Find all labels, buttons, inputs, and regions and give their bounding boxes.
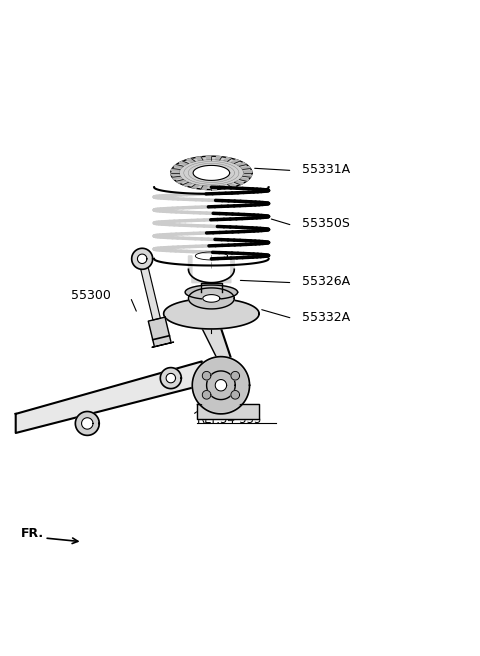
Polygon shape: [202, 328, 230, 357]
Polygon shape: [201, 283, 222, 292]
Polygon shape: [166, 373, 176, 383]
Text: 55332A: 55332A: [302, 310, 350, 323]
Polygon shape: [206, 156, 211, 159]
Polygon shape: [240, 178, 249, 181]
Polygon shape: [132, 249, 153, 270]
Polygon shape: [189, 256, 234, 283]
Polygon shape: [176, 180, 186, 183]
Polygon shape: [211, 186, 216, 190]
Polygon shape: [234, 181, 243, 185]
Polygon shape: [191, 184, 199, 188]
Polygon shape: [220, 185, 227, 189]
Polygon shape: [231, 159, 240, 163]
Text: 55331A: 55331A: [302, 163, 350, 176]
Polygon shape: [241, 167, 251, 169]
Polygon shape: [179, 161, 189, 165]
Text: 55326A: 55326A: [302, 275, 350, 288]
Text: 55350S: 55350S: [302, 218, 350, 230]
Polygon shape: [138, 258, 160, 320]
Polygon shape: [202, 390, 211, 399]
Polygon shape: [137, 254, 147, 264]
Polygon shape: [237, 163, 247, 166]
Polygon shape: [174, 165, 183, 168]
Polygon shape: [216, 156, 222, 160]
Polygon shape: [82, 418, 93, 429]
Text: 55300: 55300: [71, 289, 110, 302]
Polygon shape: [187, 159, 195, 162]
Polygon shape: [224, 157, 232, 161]
Polygon shape: [171, 169, 180, 171]
Polygon shape: [231, 390, 240, 399]
Polygon shape: [196, 157, 203, 161]
Polygon shape: [189, 288, 234, 309]
Polygon shape: [203, 295, 220, 302]
Polygon shape: [171, 173, 179, 175]
Polygon shape: [201, 186, 207, 190]
Polygon shape: [172, 176, 181, 179]
Polygon shape: [197, 404, 259, 419]
Polygon shape: [148, 317, 171, 347]
Polygon shape: [195, 359, 247, 411]
Polygon shape: [171, 156, 252, 190]
Text: FR.: FR.: [21, 527, 44, 540]
Polygon shape: [75, 411, 99, 436]
Polygon shape: [215, 380, 227, 391]
Polygon shape: [243, 171, 252, 173]
Polygon shape: [231, 371, 240, 380]
Polygon shape: [193, 165, 229, 180]
Polygon shape: [164, 298, 259, 329]
Polygon shape: [243, 174, 252, 177]
Polygon shape: [192, 357, 250, 414]
Polygon shape: [183, 182, 192, 186]
Polygon shape: [206, 371, 235, 400]
Polygon shape: [228, 184, 236, 188]
Polygon shape: [202, 371, 211, 380]
Text: REF.54-555: REF.54-555: [197, 413, 263, 426]
Polygon shape: [152, 342, 174, 347]
Polygon shape: [16, 361, 202, 433]
Polygon shape: [185, 285, 238, 299]
Polygon shape: [160, 367, 181, 388]
